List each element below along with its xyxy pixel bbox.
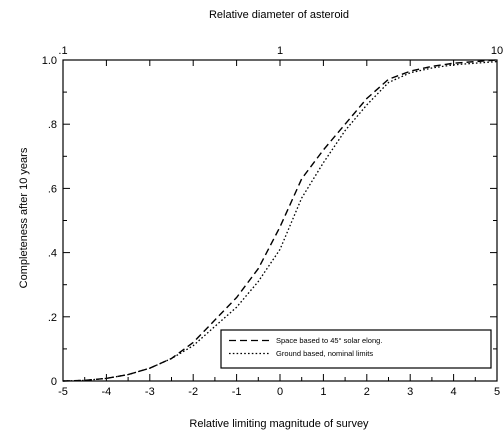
y-tick-label: .8 [48, 119, 57, 131]
x-tick-label: 2 [364, 386, 370, 398]
x-tick-label: -5 [58, 386, 68, 398]
plot-axes: -5 -4 -3 -2 -1 0 1 2 3 4 5 .1 1 10 0 .2 .4 .6 .8 1.0 [42, 45, 503, 398]
y-tick-label: 1.0 [42, 55, 57, 67]
legend-box [220, 329, 492, 369]
series-line-0 [62, 59, 498, 382]
x-tick-label: -3 [145, 386, 155, 398]
x-tick-label: -1 [232, 386, 242, 398]
x-tick-label: 5 [494, 386, 500, 398]
y-tick-label: 0 [51, 376, 57, 388]
top-axis-title: Relative diameter of asteroid [209, 9, 349, 21]
x-tick-label: 0 [277, 386, 283, 398]
x-tick-label: 4 [451, 386, 457, 398]
series-line-1 [62, 60, 498, 382]
top-tick-label: .1 [58, 45, 67, 57]
x-axis-title: Relative limiting magnitude of survey [189, 418, 369, 430]
y-tick-label: .2 [48, 312, 57, 324]
legend-label-1: Ground based, nominal limits [276, 349, 373, 358]
series-layer [62, 59, 498, 382]
legend: Space based to 45° solar elong. Ground ba… [220, 329, 492, 369]
x-tick-label: 3 [407, 386, 413, 398]
x-tick-label: -2 [188, 386, 198, 398]
y-axis-title: Completeness after 10 years [18, 147, 30, 288]
legend-label-0: Space based to 45° solar elong. [276, 336, 382, 345]
y-tick-label: .6 [48, 183, 57, 195]
y-tick-label: .4 [48, 248, 57, 260]
top-tick-label: 10 [491, 45, 503, 57]
x-tick-label: -4 [102, 386, 112, 398]
x-tick-label: 1 [320, 386, 326, 398]
top-tick-label: 1 [277, 45, 283, 57]
